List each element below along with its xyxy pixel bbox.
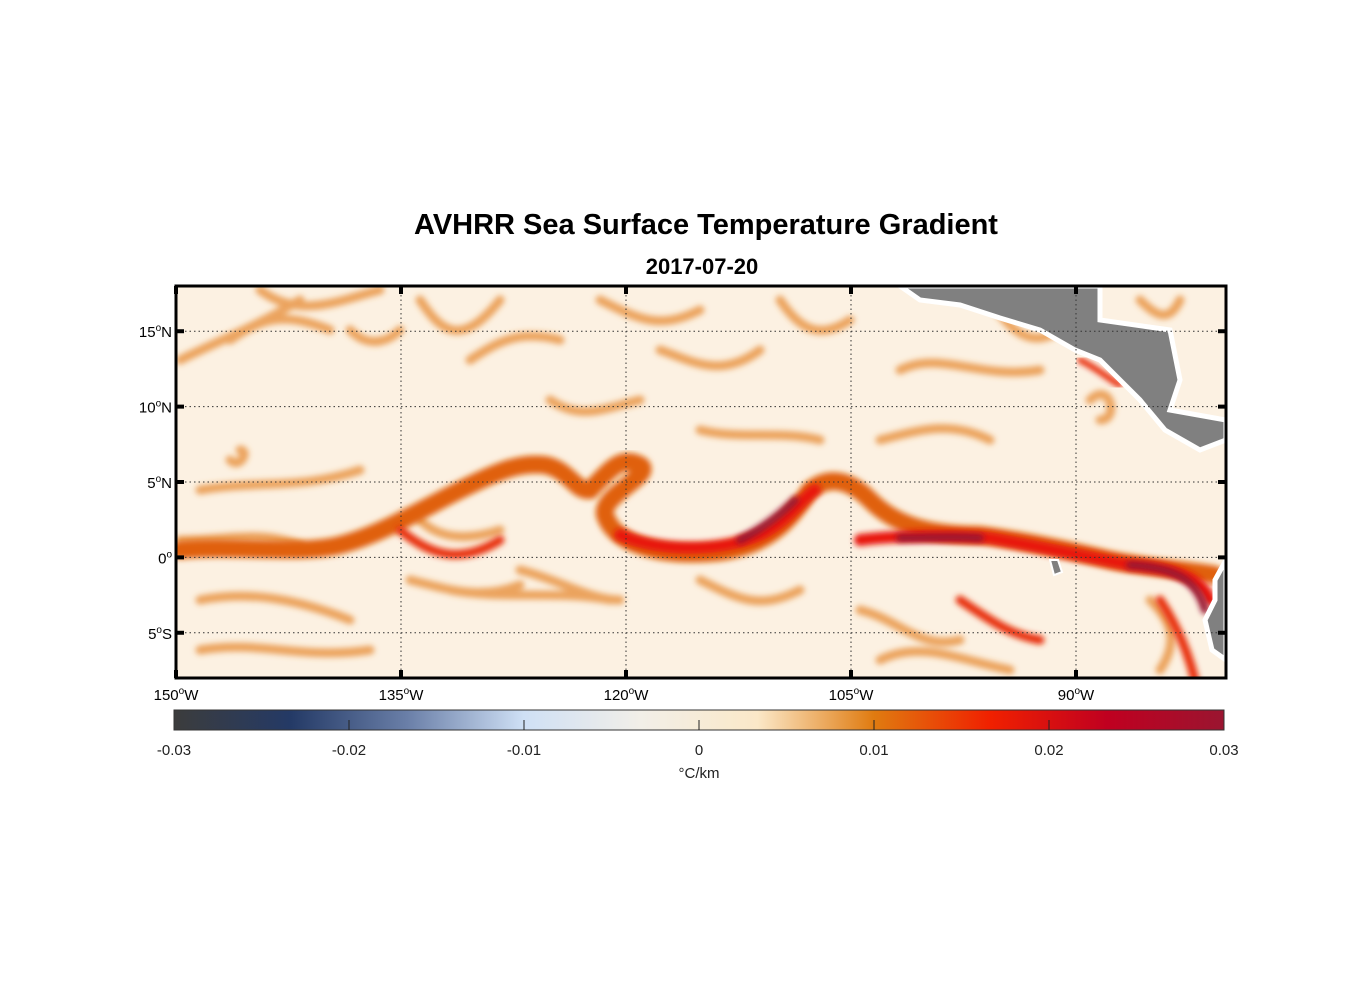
colorbar-tick-label: -0.02	[332, 742, 366, 759]
colorbar-tick-label: -0.03	[157, 742, 191, 759]
colorbar-tick-label: 0.01	[859, 742, 888, 759]
lat-tick-label: 5oN	[147, 474, 172, 492]
colorbar-tick-label: 0.02	[1034, 742, 1063, 759]
colorbar-tick-label: 0.03	[1209, 742, 1238, 759]
south-america	[1202, 558, 1226, 664]
colorbar-ticks: -0.03 -0.02 -0.01 0 0.01 0.02 0.03	[157, 720, 1239, 759]
land-masses	[895, 286, 1226, 664]
lat-tick-label: 5oS	[148, 625, 172, 643]
colorbar-tick-label: -0.01	[507, 742, 541, 759]
lon-tick-label: 90oW	[1058, 686, 1095, 704]
lon-tick-label: 150oW	[154, 686, 200, 704]
lat-tick-label: 10oN	[139, 399, 172, 417]
weak-fronts	[176, 286, 1185, 675]
central-america	[895, 286, 1226, 453]
map-area	[176, 286, 1226, 678]
lon-tick-label: 135oW	[379, 686, 425, 704]
colorbar-label: °C/km	[679, 765, 720, 782]
lon-tick-label: 120oW	[604, 686, 650, 704]
colorbar-tick-label: 0	[695, 742, 703, 759]
lon-tick-label: 105oW	[829, 686, 875, 704]
equatorial-front	[176, 357, 1224, 678]
chart-title: AVHRR Sea Surface Temperature Gradient	[414, 209, 998, 241]
galapagos	[1048, 559, 1064, 577]
ocean-background	[176, 286, 1226, 678]
map-ticks: 150oW 135oW 120oW 105oW 90oW 15oN 10oN 5oN 0o 5oS	[139, 286, 1226, 704]
chart-subtitle: 2017-07-20	[646, 254, 759, 279]
lat-tick-label: 15oN	[139, 323, 172, 341]
lat-tick-label: 0o	[158, 549, 172, 567]
